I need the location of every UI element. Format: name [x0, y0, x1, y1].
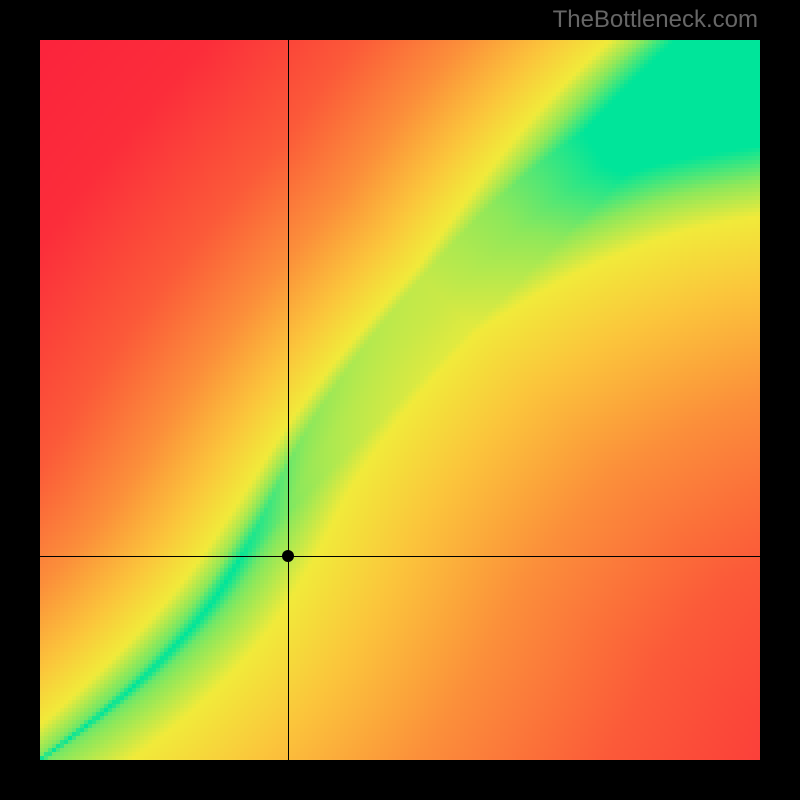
crosshair-point — [282, 550, 294, 562]
crosshair-vertical — [288, 40, 289, 760]
watermark-text: TheBottleneck.com — [553, 6, 758, 34]
chart-container: TheBottleneck.com — [0, 0, 800, 800]
bottleneck-heatmap — [40, 40, 760, 760]
crosshair-horizontal — [40, 556, 760, 557]
